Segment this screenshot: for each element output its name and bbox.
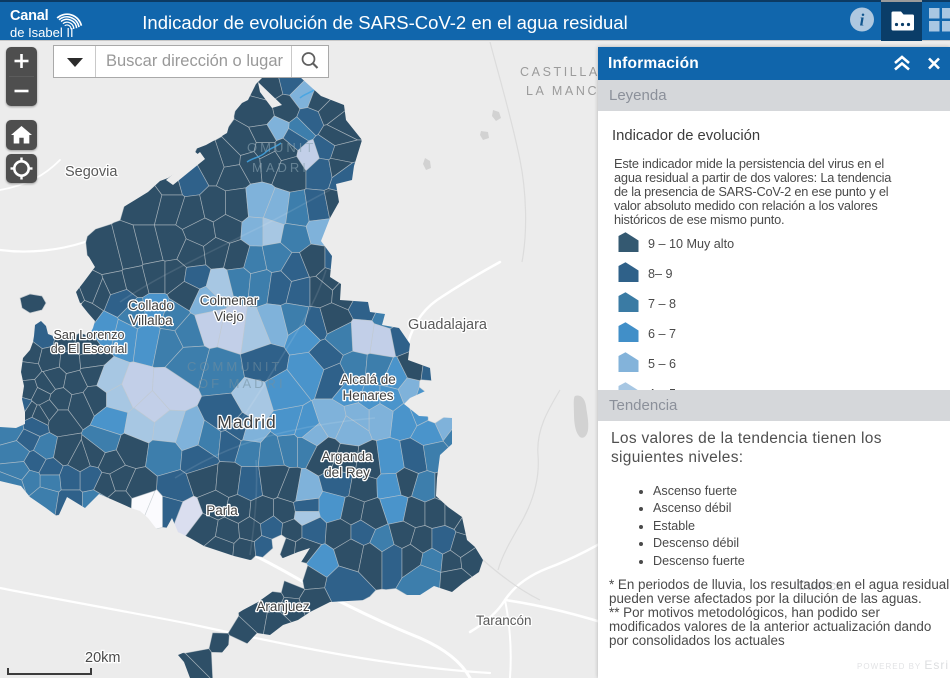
svg-text:LA MANCH: LA MANCH bbox=[526, 84, 611, 98]
svg-text:Guadalajara: Guadalajara bbox=[408, 317, 488, 333]
svg-text:Aranjuez: Aranjuez bbox=[256, 599, 310, 614]
svg-text:Villalba: Villalba bbox=[129, 313, 173, 328]
svg-text:Alcalá de: Alcalá de bbox=[340, 372, 396, 387]
svg-text:Henares: Henares bbox=[342, 388, 393, 403]
svg-text:Madrid: Madrid bbox=[217, 412, 277, 432]
svg-text:Collado: Collado bbox=[128, 298, 174, 313]
svg-text:Colmenar: Colmenar bbox=[200, 293, 259, 308]
svg-text:de El Escorial: de El Escorial bbox=[51, 342, 127, 356]
svg-text:OF MADRI: OF MADRI bbox=[198, 376, 286, 391]
svg-text:del Rey: del Rey bbox=[324, 465, 370, 480]
svg-text:Parla: Parla bbox=[206, 503, 238, 518]
svg-text:COMMUNIT: COMMUNIT bbox=[187, 359, 283, 374]
svg-text:Arganda: Arganda bbox=[321, 449, 373, 464]
svg-text:20km: 20km bbox=[85, 650, 120, 666]
svg-text:OMUNIT: OMUNIT bbox=[247, 140, 316, 155]
svg-text:San Lorenzo: San Lorenzo bbox=[54, 328, 125, 342]
svg-text:MADRI: MADRI bbox=[252, 160, 309, 175]
svg-text:Viejo: Viejo bbox=[214, 309, 244, 324]
svg-text:i: i bbox=[860, 11, 865, 30]
svg-text:CASTILLA: CASTILLA bbox=[520, 65, 600, 79]
svg-text:Segovia: Segovia bbox=[65, 164, 118, 180]
svg-text:Tarancón: Tarancón bbox=[476, 613, 532, 628]
